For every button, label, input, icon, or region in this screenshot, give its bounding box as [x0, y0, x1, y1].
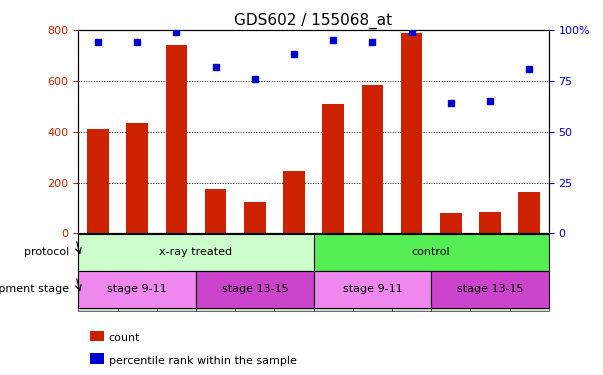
Bar — [196, 270, 314, 308]
Point — [171, 29, 181, 35]
Bar — [519, 192, 540, 234]
Text: development stage: development stage — [0, 284, 69, 294]
Text: stage 13-15: stage 13-15 — [456, 284, 523, 294]
Point — [329, 37, 338, 43]
Bar — [314, 270, 431, 308]
Point — [368, 39, 377, 45]
Point — [289, 51, 299, 57]
Bar — [87, 129, 109, 234]
Text: control: control — [412, 247, 450, 257]
Point — [446, 100, 456, 106]
Text: percentile rank within the sample: percentile rank within the sample — [109, 356, 297, 366]
Text: stage 13-15: stage 13-15 — [221, 284, 288, 294]
Bar — [78, 270, 196, 308]
Point — [133, 39, 142, 45]
Bar — [78, 234, 314, 270]
Bar — [283, 171, 305, 234]
Text: stage 9-11: stage 9-11 — [107, 284, 167, 294]
Title: GDS602 / 155068_at: GDS602 / 155068_at — [235, 12, 393, 28]
Bar — [235, 234, 274, 311]
Bar — [244, 202, 265, 234]
Bar — [401, 33, 422, 234]
Bar — [392, 234, 431, 311]
Point — [524, 66, 534, 72]
Point — [485, 98, 494, 104]
Bar — [157, 234, 196, 311]
Bar — [166, 45, 187, 234]
Point — [93, 39, 103, 45]
Bar — [274, 234, 314, 311]
Bar — [78, 234, 118, 311]
Bar — [440, 213, 461, 234]
Bar — [362, 85, 383, 234]
Point — [211, 64, 221, 70]
Point — [250, 76, 259, 82]
Bar — [431, 270, 549, 308]
Bar — [314, 234, 549, 270]
Bar — [479, 212, 500, 234]
Bar — [314, 234, 353, 311]
Text: protocol: protocol — [24, 247, 69, 257]
Bar — [510, 234, 549, 311]
Bar — [431, 234, 470, 311]
Bar — [353, 234, 392, 311]
Bar — [470, 234, 510, 311]
Bar — [323, 104, 344, 234]
Bar — [196, 234, 235, 311]
Point — [406, 29, 416, 35]
Bar — [127, 123, 148, 234]
Bar — [205, 189, 226, 234]
Text: count: count — [109, 333, 140, 343]
Text: x-ray treated: x-ray treated — [159, 247, 233, 257]
Bar — [118, 234, 157, 311]
Text: stage 9-11: stage 9-11 — [343, 284, 402, 294]
